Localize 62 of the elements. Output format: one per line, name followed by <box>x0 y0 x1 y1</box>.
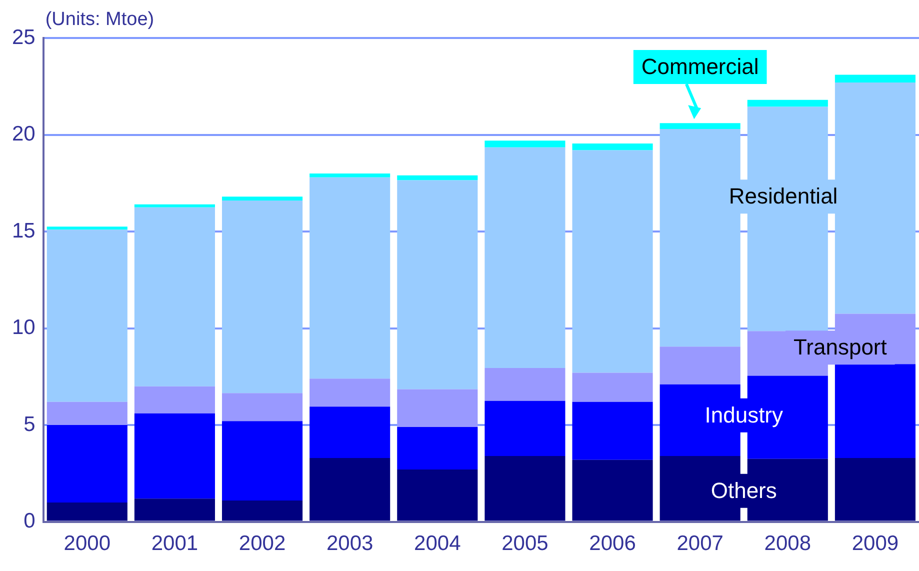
series-label: Commercial <box>641 54 759 80</box>
bar <box>310 173 390 178</box>
bar <box>222 196 303 201</box>
bar <box>397 470 478 521</box>
bar <box>572 460 653 521</box>
bar <box>484 140 566 148</box>
series-label: Industry <box>704 402 784 428</box>
y-tick-label: 15 <box>12 219 36 242</box>
y-tick-label: 10 <box>12 316 36 340</box>
bar <box>572 372 653 402</box>
bar <box>660 123 740 129</box>
bar <box>134 207 215 386</box>
bar <box>484 456 566 521</box>
y-tick-label: 5 <box>24 412 36 436</box>
x-tick-label: 2007 <box>676 532 724 556</box>
y-tick-label: 20 <box>12 122 36 146</box>
bar <box>310 378 390 407</box>
series-label: Others <box>710 478 777 503</box>
bar <box>834 458 916 521</box>
bar <box>660 346 740 384</box>
x-tick-label: 2001 <box>151 532 198 556</box>
x-tick-label: 2002 <box>238 532 286 556</box>
bar <box>310 177 390 379</box>
x-tick-label: 2004 <box>414 532 462 556</box>
bar <box>484 147 566 368</box>
x-tick-label: 2008 <box>764 532 812 556</box>
bar <box>222 393 303 422</box>
bar <box>572 143 653 150</box>
bar <box>222 500 303 521</box>
bar <box>134 204 215 208</box>
y-tick-label: 25 <box>12 26 36 49</box>
bar <box>484 400 566 456</box>
bar <box>134 386 215 414</box>
bar <box>134 498 215 521</box>
bar <box>134 413 215 499</box>
bar <box>397 389 478 427</box>
bar <box>397 426 478 470</box>
bar <box>572 402 653 460</box>
bar <box>46 502 128 521</box>
x-tick-label: 2003 <box>326 532 374 556</box>
bar <box>484 368 566 401</box>
bar <box>46 425 128 502</box>
x-tick-label: 2006 <box>589 532 636 556</box>
bar <box>397 180 478 390</box>
bar <box>747 100 828 107</box>
y-axis-title: (Units: Mtoe) <box>45 9 154 30</box>
bar <box>572 150 653 373</box>
bar <box>222 200 303 394</box>
bar <box>46 230 128 402</box>
bar <box>834 74 916 83</box>
y-tick-label: 0 <box>24 510 36 533</box>
bar <box>310 406 390 458</box>
bar <box>46 226 128 230</box>
x-tick-label: 2009 <box>852 532 899 556</box>
x-tick-label: 2005 <box>502 532 548 556</box>
bar <box>222 421 303 501</box>
series-label: Transport <box>794 334 887 360</box>
bar <box>310 458 390 521</box>
x-tick-label: 2000 <box>64 532 110 556</box>
series-label: Residential <box>728 184 838 209</box>
bar <box>46 402 128 426</box>
bar <box>397 175 478 180</box>
